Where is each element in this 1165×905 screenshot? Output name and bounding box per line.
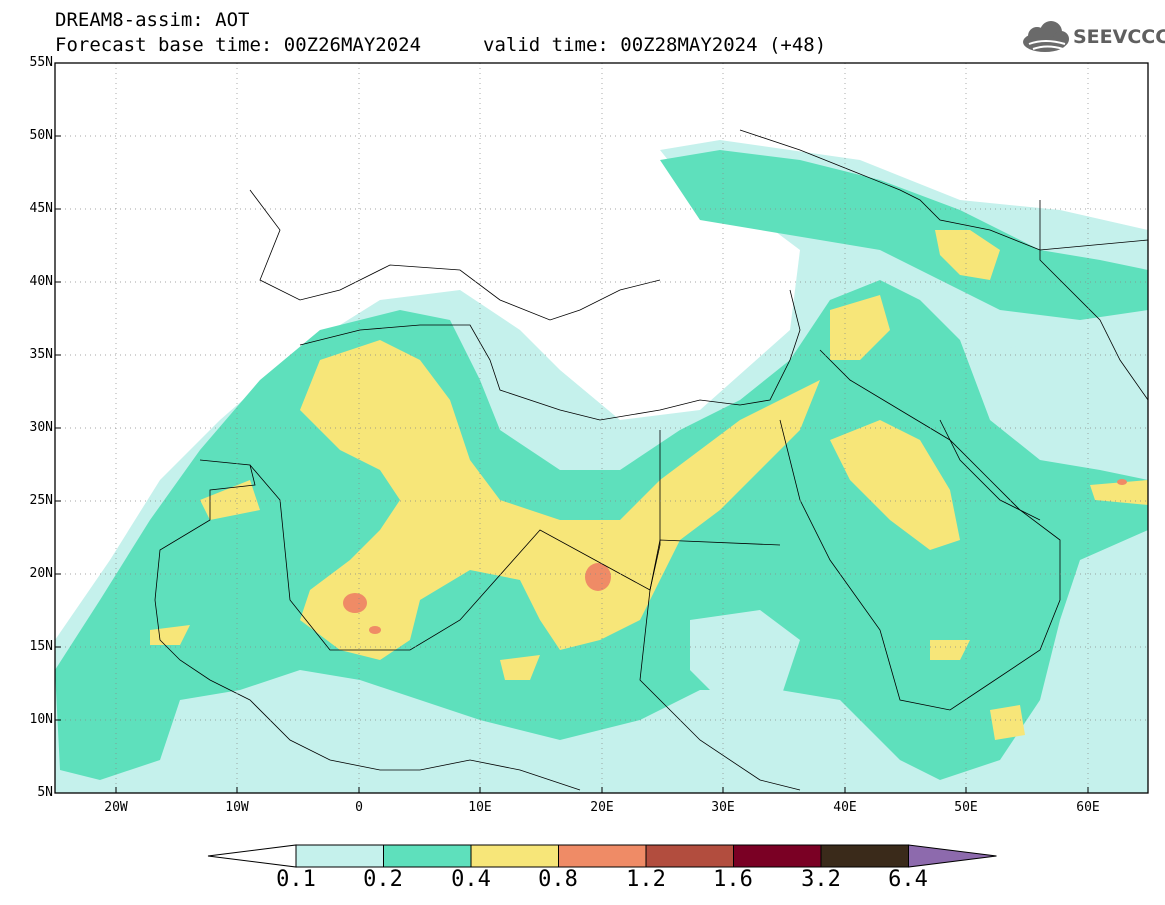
- lat-label: 55N: [29, 55, 53, 70]
- lat-label: 25N: [29, 493, 53, 508]
- country-borders: [154, 129, 1148, 791]
- lat-label: 5N: [37, 785, 53, 800]
- colorbar-label: 3.2: [801, 867, 841, 892]
- lon-label: 40E: [833, 800, 857, 815]
- colorbar-label: 1.6: [713, 867, 753, 892]
- lon-label: 10E: [468, 800, 492, 815]
- forecast-base-time: Forecast base time: 00Z26MAY2024: [55, 34, 422, 56]
- lat-label: 45N: [29, 201, 53, 216]
- aot-contour-0.4: [150, 230, 1148, 740]
- lon-label: 10W: [225, 800, 249, 815]
- colorbar-label: 1.2: [626, 867, 666, 892]
- lon-label: 0: [355, 800, 363, 815]
- lat-label: 40N: [29, 274, 53, 289]
- lat-label: 15N: [29, 639, 53, 654]
- lat-label: 50N: [29, 128, 53, 143]
- lon-label: 50E: [954, 800, 978, 815]
- axis-ticks: [55, 62, 1089, 793]
- valid-time: valid time: 00Z28MAY2024 (+48): [483, 34, 827, 56]
- colorbar-label: 0.4: [451, 867, 491, 892]
- gridlines: [55, 63, 1148, 793]
- lon-label: 60E: [1076, 800, 1100, 815]
- lon-label: 20W: [104, 800, 128, 815]
- lat-label: 35N: [29, 347, 53, 362]
- lat-label: 30N: [29, 420, 53, 435]
- cloud-icon: [1023, 21, 1069, 52]
- lon-label: 30E: [711, 800, 735, 815]
- colorbar-label: 0.2: [363, 867, 403, 892]
- colorbar-label: 0.1: [276, 867, 316, 892]
- colorbar-label: 0.8: [538, 867, 578, 892]
- lat-label: 10N: [29, 712, 53, 727]
- map-title: DREAM8-assim: AOT: [55, 9, 250, 31]
- lon-label: 20E: [590, 800, 614, 815]
- logo-text: SEEVCCC: [1073, 26, 1165, 48]
- aot-contour-0.8: [343, 479, 1127, 634]
- colorbar-label: 6.4: [888, 867, 928, 892]
- lat-label: 20N: [29, 566, 53, 581]
